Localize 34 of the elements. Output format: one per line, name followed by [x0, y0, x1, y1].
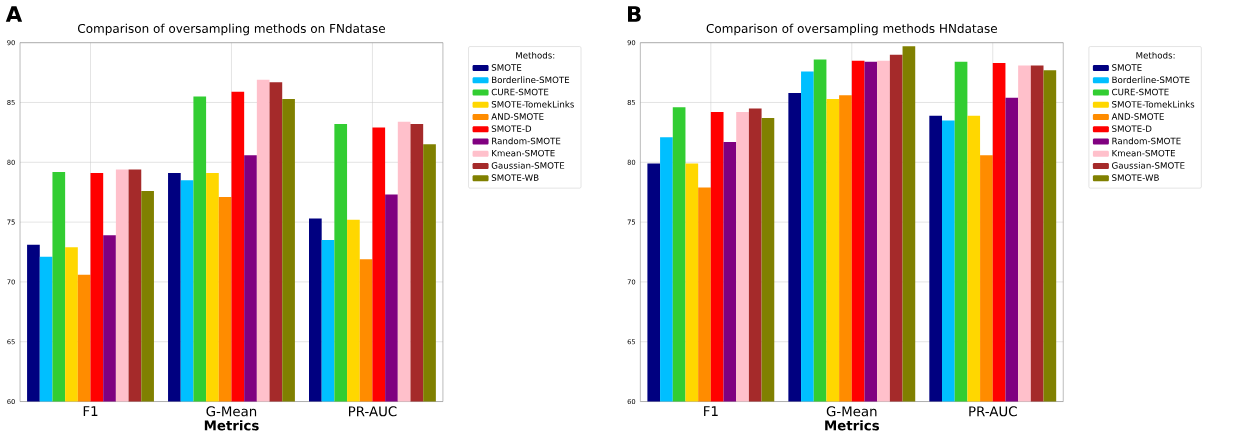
x-tick-label: G-Mean [206, 406, 257, 417]
legend-label: Borderline-SMOTE [1112, 76, 1190, 84]
legend-label: CURE-SMOTE [1112, 88, 1169, 96]
legend-label: SMOTE-TomekLinks [491, 100, 574, 108]
legend-label: Random-SMOTE [492, 137, 561, 145]
legend-label: CURE-SMOTE [491, 88, 549, 96]
x-tick-label: G-Mean [826, 406, 877, 417]
legend-label: SMOTE [1112, 64, 1142, 71]
legend-title: Methods: [516, 51, 555, 59]
legend-label: Kmean-SMOTE [492, 149, 555, 157]
legend-label: Borderline-SMOTE [492, 76, 570, 84]
legend-label: SMOTE-D [491, 125, 532, 132]
legend-label: Random-SMOTE [1112, 137, 1181, 145]
legend-label: SMOTE-TomekLinks [1112, 100, 1195, 108]
chart-title: Comparison of oversampling methods on FNdatase [77, 23, 386, 36]
legend-label: SMOTE-WB [1112, 174, 1159, 181]
text: A [5, 6, 23, 22]
text: B [628, 6, 641, 22]
x-axis-title: Metrics [204, 420, 259, 431]
x-tick-label: F1 [83, 406, 98, 417]
legend-label: SMOTE [491, 64, 522, 71]
legend-label: Kmean-SMOTE [1112, 149, 1175, 157]
x-tick-label: PR-AUC [969, 406, 1017, 417]
legend-title: Methods: [1136, 51, 1175, 59]
legend-label: Gaussian-SMOTE [491, 162, 565, 169]
x-tick-label: F1 [704, 406, 718, 417]
legend-label: SMOTE-D [1112, 125, 1152, 132]
x-tick-label: PR-AUC [349, 406, 397, 417]
legend-label: AND-SMOTE [1111, 113, 1164, 120]
chart-title: Comparison of oversampling methods HNdatase [706, 23, 998, 36]
legend-label: AND-SMOTE [491, 113, 544, 120]
legend-label: SMOTE-WB [491, 174, 539, 181]
legend-label: Gaussian-SMOTE [1112, 162, 1185, 169]
x-axis-title: Metrics [825, 420, 880, 431]
